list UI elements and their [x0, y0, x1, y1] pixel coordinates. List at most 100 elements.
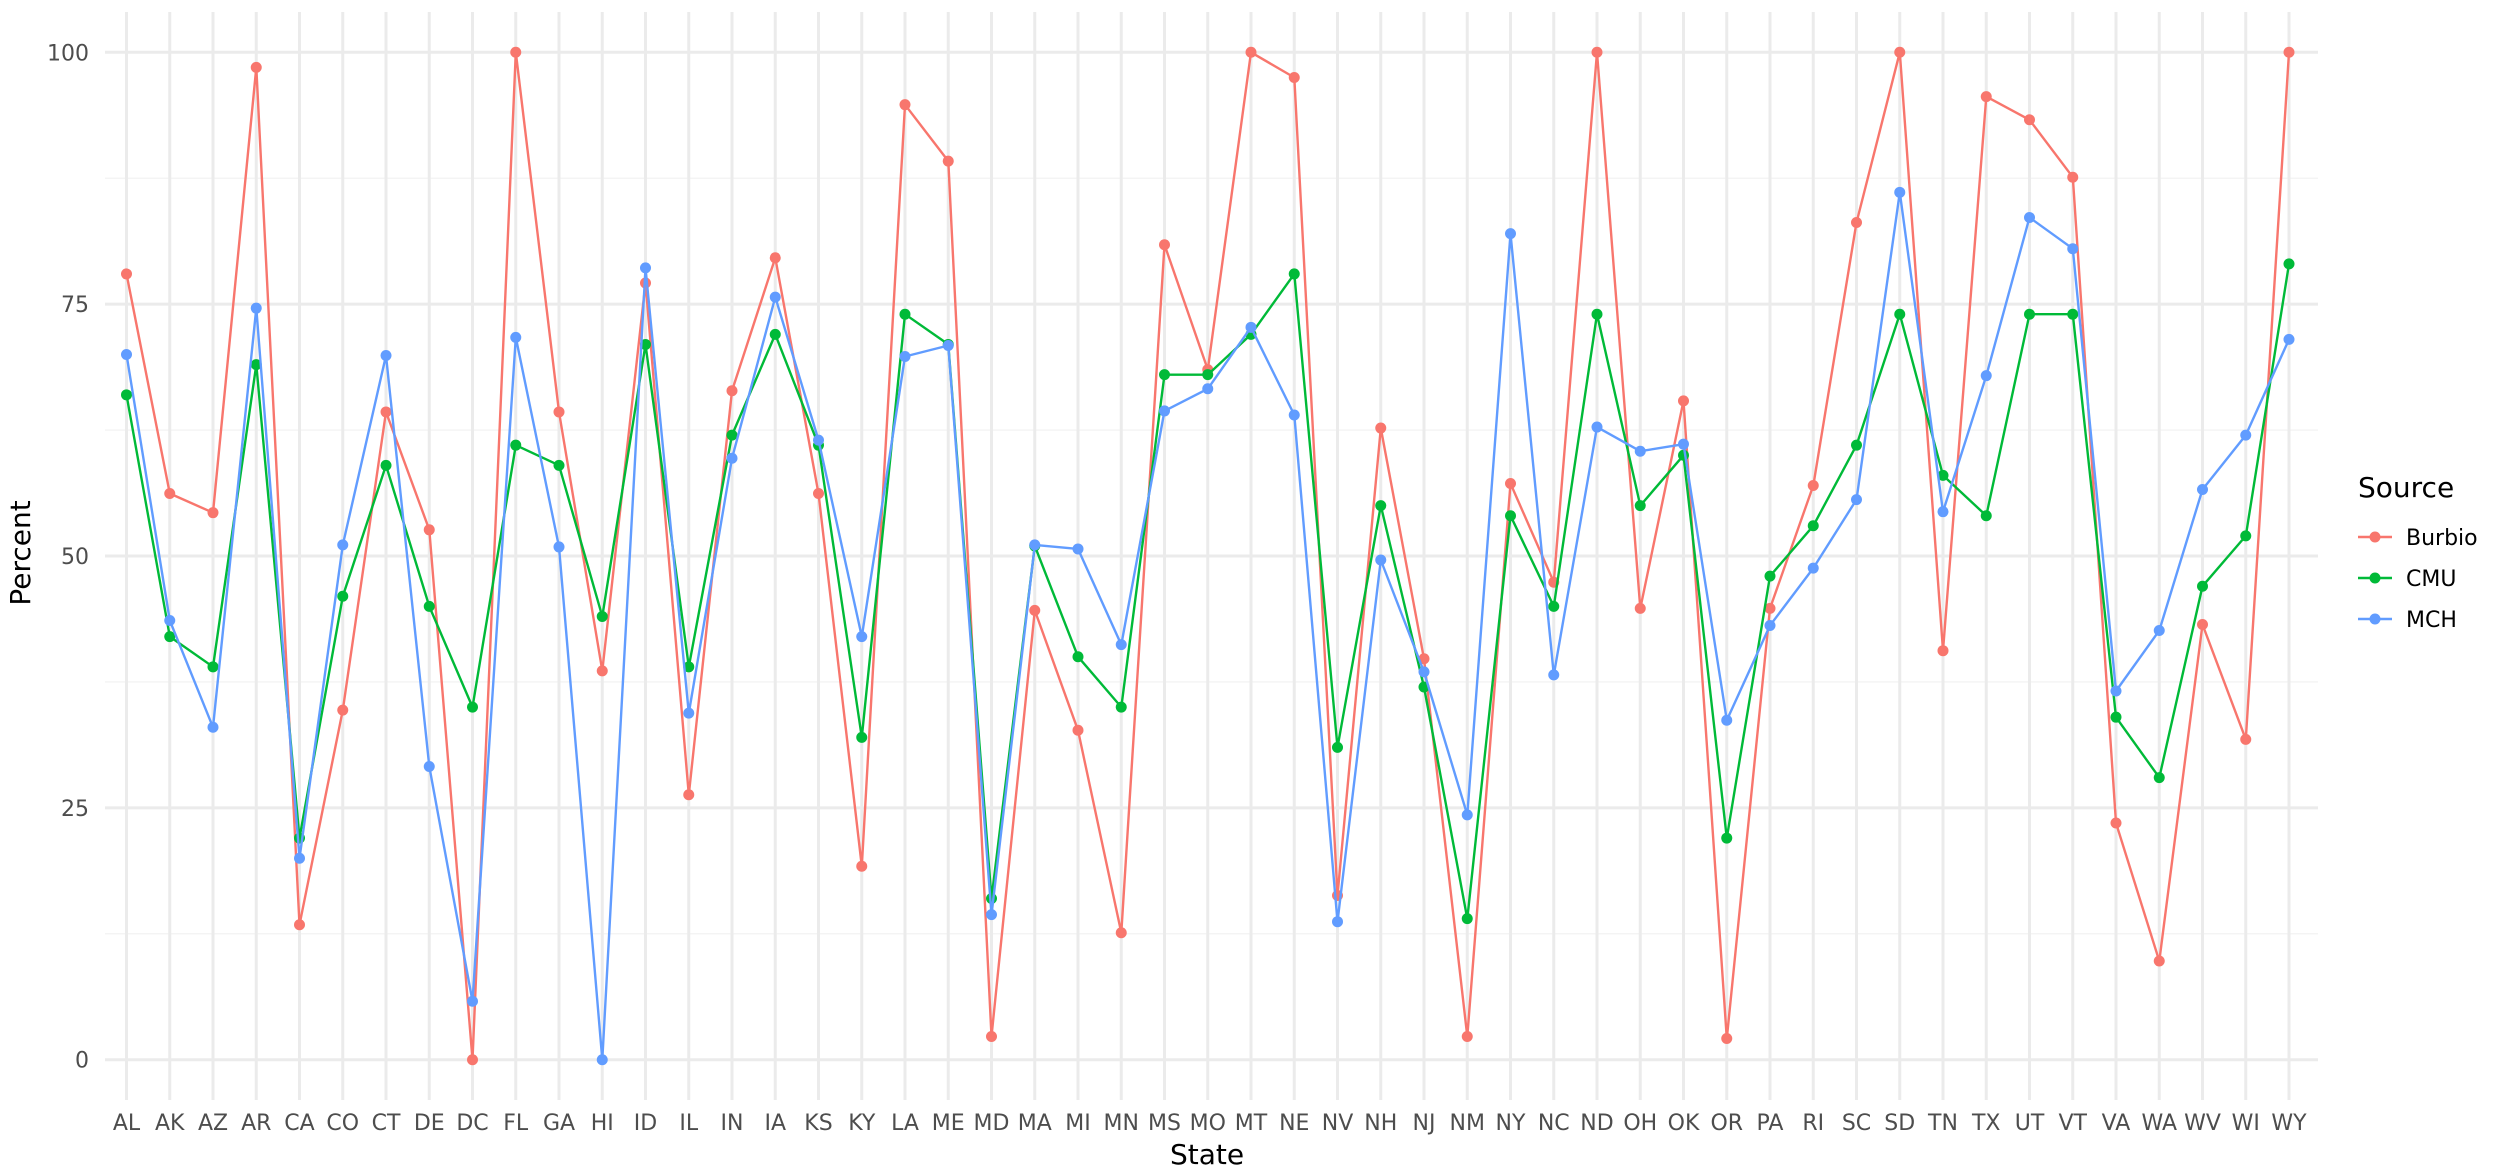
x-tick-label: WV — [2184, 1111, 2221, 1136]
data-point-mch — [1634, 445, 1646, 457]
legend-item-mch: MCH — [2358, 608, 2457, 633]
data-point-mch — [813, 434, 824, 446]
data-point-mch — [1807, 562, 1819, 574]
data-point-burbio — [1375, 422, 1387, 434]
data-point-burbio — [1591, 46, 1603, 58]
data-point-mch — [640, 262, 651, 274]
data-point-mch — [423, 761, 435, 773]
data-point-burbio — [856, 860, 868, 872]
grid — [105, 12, 2318, 1100]
data-point-mch — [1072, 543, 1084, 555]
legend-label: Burbio — [2406, 526, 2478, 551]
data-point-cmu — [1159, 369, 1170, 381]
x-tick-label: VT — [2059, 1111, 2088, 1136]
data-point-burbio — [596, 665, 608, 677]
legend-key-point — [2369, 613, 2381, 625]
data-point-burbio — [2240, 733, 2252, 745]
x-tick-label: NM — [1450, 1111, 1485, 1136]
data-point-cmu — [1072, 651, 1084, 663]
data-point-mch — [1202, 383, 1214, 395]
x-tick-label: IA — [764, 1111, 786, 1136]
data-point-cmu — [337, 590, 349, 602]
data-point-cmu — [899, 308, 911, 320]
data-point-cmu — [2240, 530, 2252, 542]
data-point-mch — [467, 995, 478, 1007]
data-point-cmu — [1634, 500, 1646, 512]
x-tick-label: TX — [1971, 1111, 2001, 1136]
data-point-burbio — [2024, 114, 2035, 126]
data-point-burbio — [423, 524, 435, 536]
data-point-burbio — [1115, 927, 1127, 939]
data-point-cmu — [1548, 600, 1560, 612]
y-tick-label: 0 — [75, 1049, 89, 1074]
data-point-mch — [337, 539, 349, 551]
data-point-cmu — [1980, 510, 1992, 522]
x-tick-label: MS — [1148, 1111, 1181, 1136]
x-tick-label: SD — [1884, 1111, 1915, 1136]
data-point-cmu — [2153, 772, 2165, 784]
data-point-mch — [769, 291, 781, 303]
legend: Source Burbio CMU MCH — [2358, 471, 2478, 633]
data-point-burbio — [294, 919, 305, 931]
data-point-mch — [1548, 669, 1560, 681]
data-point-burbio — [1634, 602, 1646, 614]
data-point-burbio — [207, 507, 219, 519]
x-tick-label: UT — [2015, 1111, 2045, 1136]
legend-item-cmu: CMU — [2358, 567, 2456, 592]
y-axis-title: Percent — [4, 500, 37, 605]
x-tick-label: VA — [2102, 1111, 2131, 1136]
data-point-burbio — [1721, 1033, 1733, 1045]
x-tick-label: WI — [2232, 1111, 2260, 1136]
legend-label: MCH — [2406, 608, 2457, 633]
legend-item-burbio: Burbio — [2358, 526, 2478, 551]
data-point-burbio — [1980, 91, 1992, 103]
data-point-mch — [294, 852, 305, 864]
x-tick-label: WA — [2141, 1111, 2177, 1136]
data-point-mch — [207, 721, 219, 733]
data-point-cmu — [1807, 520, 1819, 532]
data-point-mch — [1591, 421, 1603, 433]
x-tick-label: MI — [1065, 1111, 1090, 1136]
data-point-mch — [1288, 409, 1300, 421]
x-tick-label: MD — [974, 1111, 1010, 1136]
data-point-burbio — [1245, 46, 1257, 58]
data-point-burbio — [769, 252, 781, 264]
data-point-cmu — [2197, 580, 2208, 592]
data-point-cmu — [1937, 469, 1949, 481]
data-point-cmu — [1461, 913, 1473, 925]
series-mch — [121, 186, 2295, 1066]
x-tick-label: ND — [1580, 1111, 1613, 1136]
x-tick-label: MN — [1104, 1111, 1139, 1136]
data-point-cmu — [2024, 308, 2035, 320]
data-point-burbio — [250, 61, 262, 73]
x-tick-label: PA — [1757, 1111, 1784, 1136]
data-point-mch — [121, 349, 132, 361]
data-point-mch — [683, 707, 695, 719]
y-tick-label: 25 — [61, 797, 89, 822]
data-point-mch — [2153, 625, 2165, 637]
data-point-burbio — [942, 155, 954, 167]
data-point-cmu — [467, 701, 478, 713]
x-tick-label: OR — [1710, 1111, 1743, 1136]
data-point-cmu — [207, 661, 219, 673]
data-point-cmu — [1115, 701, 1127, 713]
x-tick-label: FL — [503, 1111, 529, 1136]
data-point-cmu — [164, 631, 176, 643]
legend-items: Burbio CMU MCH — [2358, 526, 2478, 633]
x-axis-title: State — [1170, 1138, 1244, 1171]
data-point-mch — [1721, 714, 1733, 726]
x-tick-label: AR — [241, 1111, 271, 1136]
x-tick-label: NJ — [1413, 1111, 1436, 1136]
data-point-burbio — [380, 406, 392, 418]
data-point-burbio — [2153, 955, 2165, 967]
data-point-mch — [856, 631, 868, 643]
data-point-mch — [2240, 429, 2252, 441]
data-point-burbio — [1288, 71, 1300, 83]
data-point-cmu — [1505, 510, 1516, 522]
data-point-burbio — [337, 704, 349, 716]
data-point-burbio — [1851, 217, 1862, 229]
x-tick-label: GA — [543, 1111, 575, 1136]
data-point-mch — [380, 350, 392, 362]
data-point-burbio — [813, 488, 824, 500]
data-point-cmu — [640, 338, 651, 350]
